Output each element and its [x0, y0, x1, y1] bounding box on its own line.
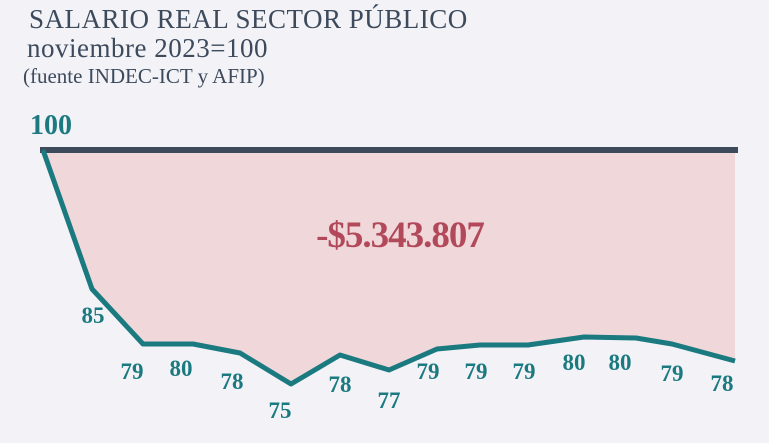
- svg-text:75: 75: [269, 398, 292, 423]
- svg-text:85: 85: [82, 303, 105, 328]
- svg-text:79: 79: [121, 359, 144, 384]
- svg-text:79: 79: [661, 361, 684, 386]
- svg-text:80: 80: [170, 356, 193, 381]
- svg-text:77: 77: [378, 388, 401, 413]
- svg-text:78: 78: [711, 371, 734, 396]
- svg-text:80: 80: [563, 350, 586, 375]
- svg-text:79: 79: [417, 359, 440, 384]
- svg-text:78: 78: [329, 372, 352, 397]
- svg-text:100: 100: [30, 110, 72, 141]
- svg-text:78: 78: [221, 369, 244, 394]
- svg-text:79: 79: [513, 359, 536, 384]
- svg-text:79: 79: [465, 359, 488, 384]
- svg-text:-$5.343.807: -$5.343.807: [316, 215, 484, 256]
- svg-text:80: 80: [609, 350, 632, 375]
